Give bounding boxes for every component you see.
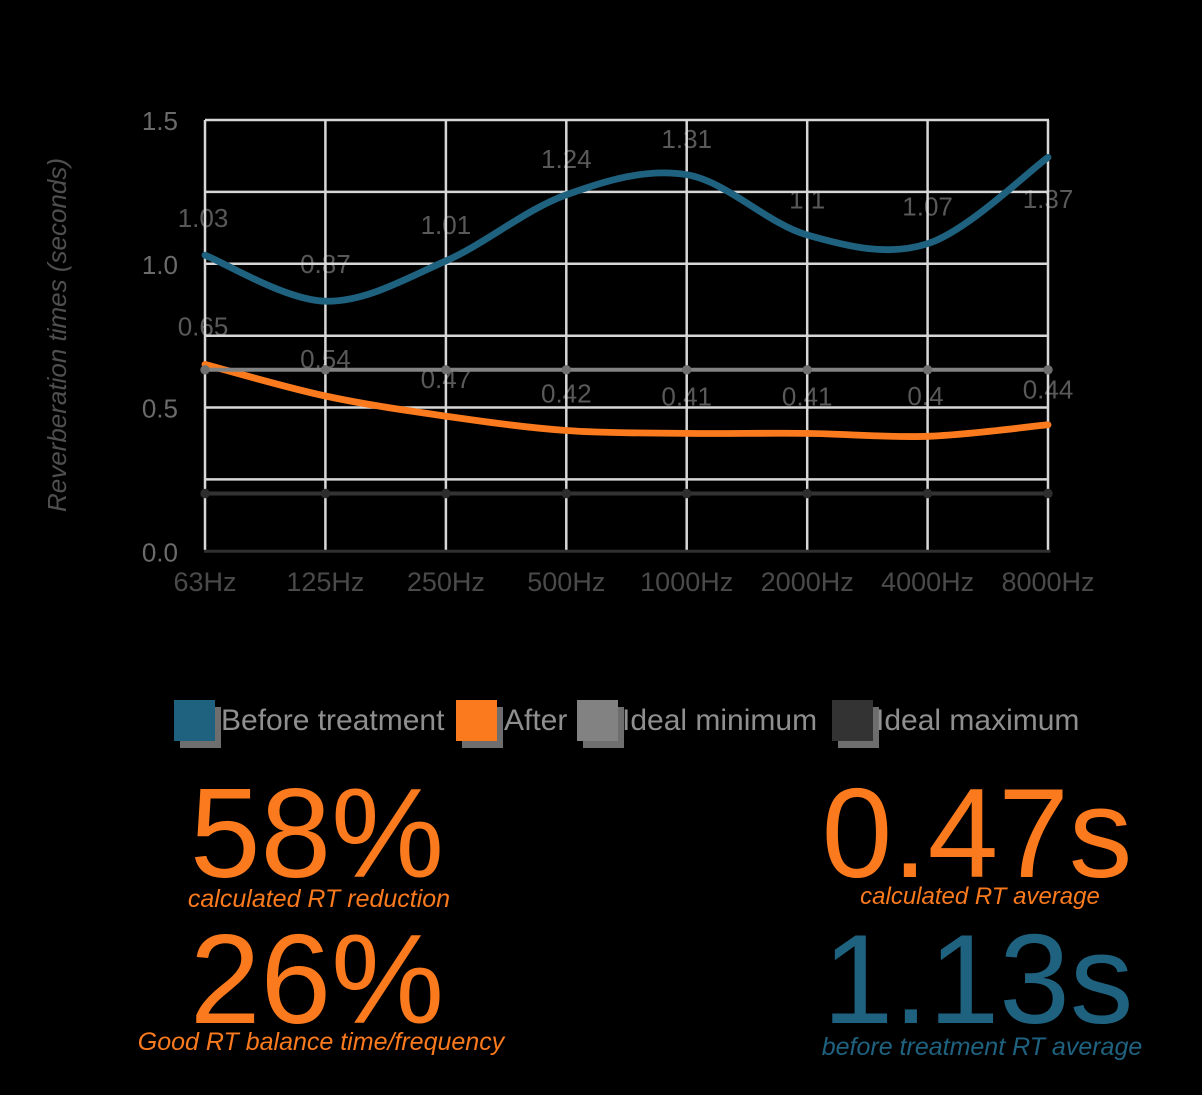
svg-text:0.5: 0.5 <box>142 394 178 424</box>
svg-text:8000Hz: 8000Hz <box>1001 567 1094 597</box>
svg-text:500Hz: 500Hz <box>527 567 605 597</box>
svg-text:1.5: 1.5 <box>142 106 178 136</box>
svg-text:Reverberation times (seconds): Reverberation times (seconds) <box>42 158 72 512</box>
svg-text:63Hz: 63Hz <box>173 567 236 597</box>
svg-text:125Hz: 125Hz <box>286 567 364 597</box>
svg-text:4000Hz: 4000Hz <box>881 567 974 597</box>
svg-text:1.0: 1.0 <box>142 250 178 280</box>
svg-text:1.03: 1.03 <box>178 203 229 233</box>
svg-text:0.65: 0.65 <box>178 312 229 342</box>
svg-text:250Hz: 250Hz <box>407 567 485 597</box>
svg-text:0.4: 0.4 <box>907 381 943 411</box>
svg-text:1000Hz: 1000Hz <box>640 567 733 597</box>
svg-text:0.0: 0.0 <box>142 537 178 567</box>
svg-text:2000Hz: 2000Hz <box>761 567 854 597</box>
